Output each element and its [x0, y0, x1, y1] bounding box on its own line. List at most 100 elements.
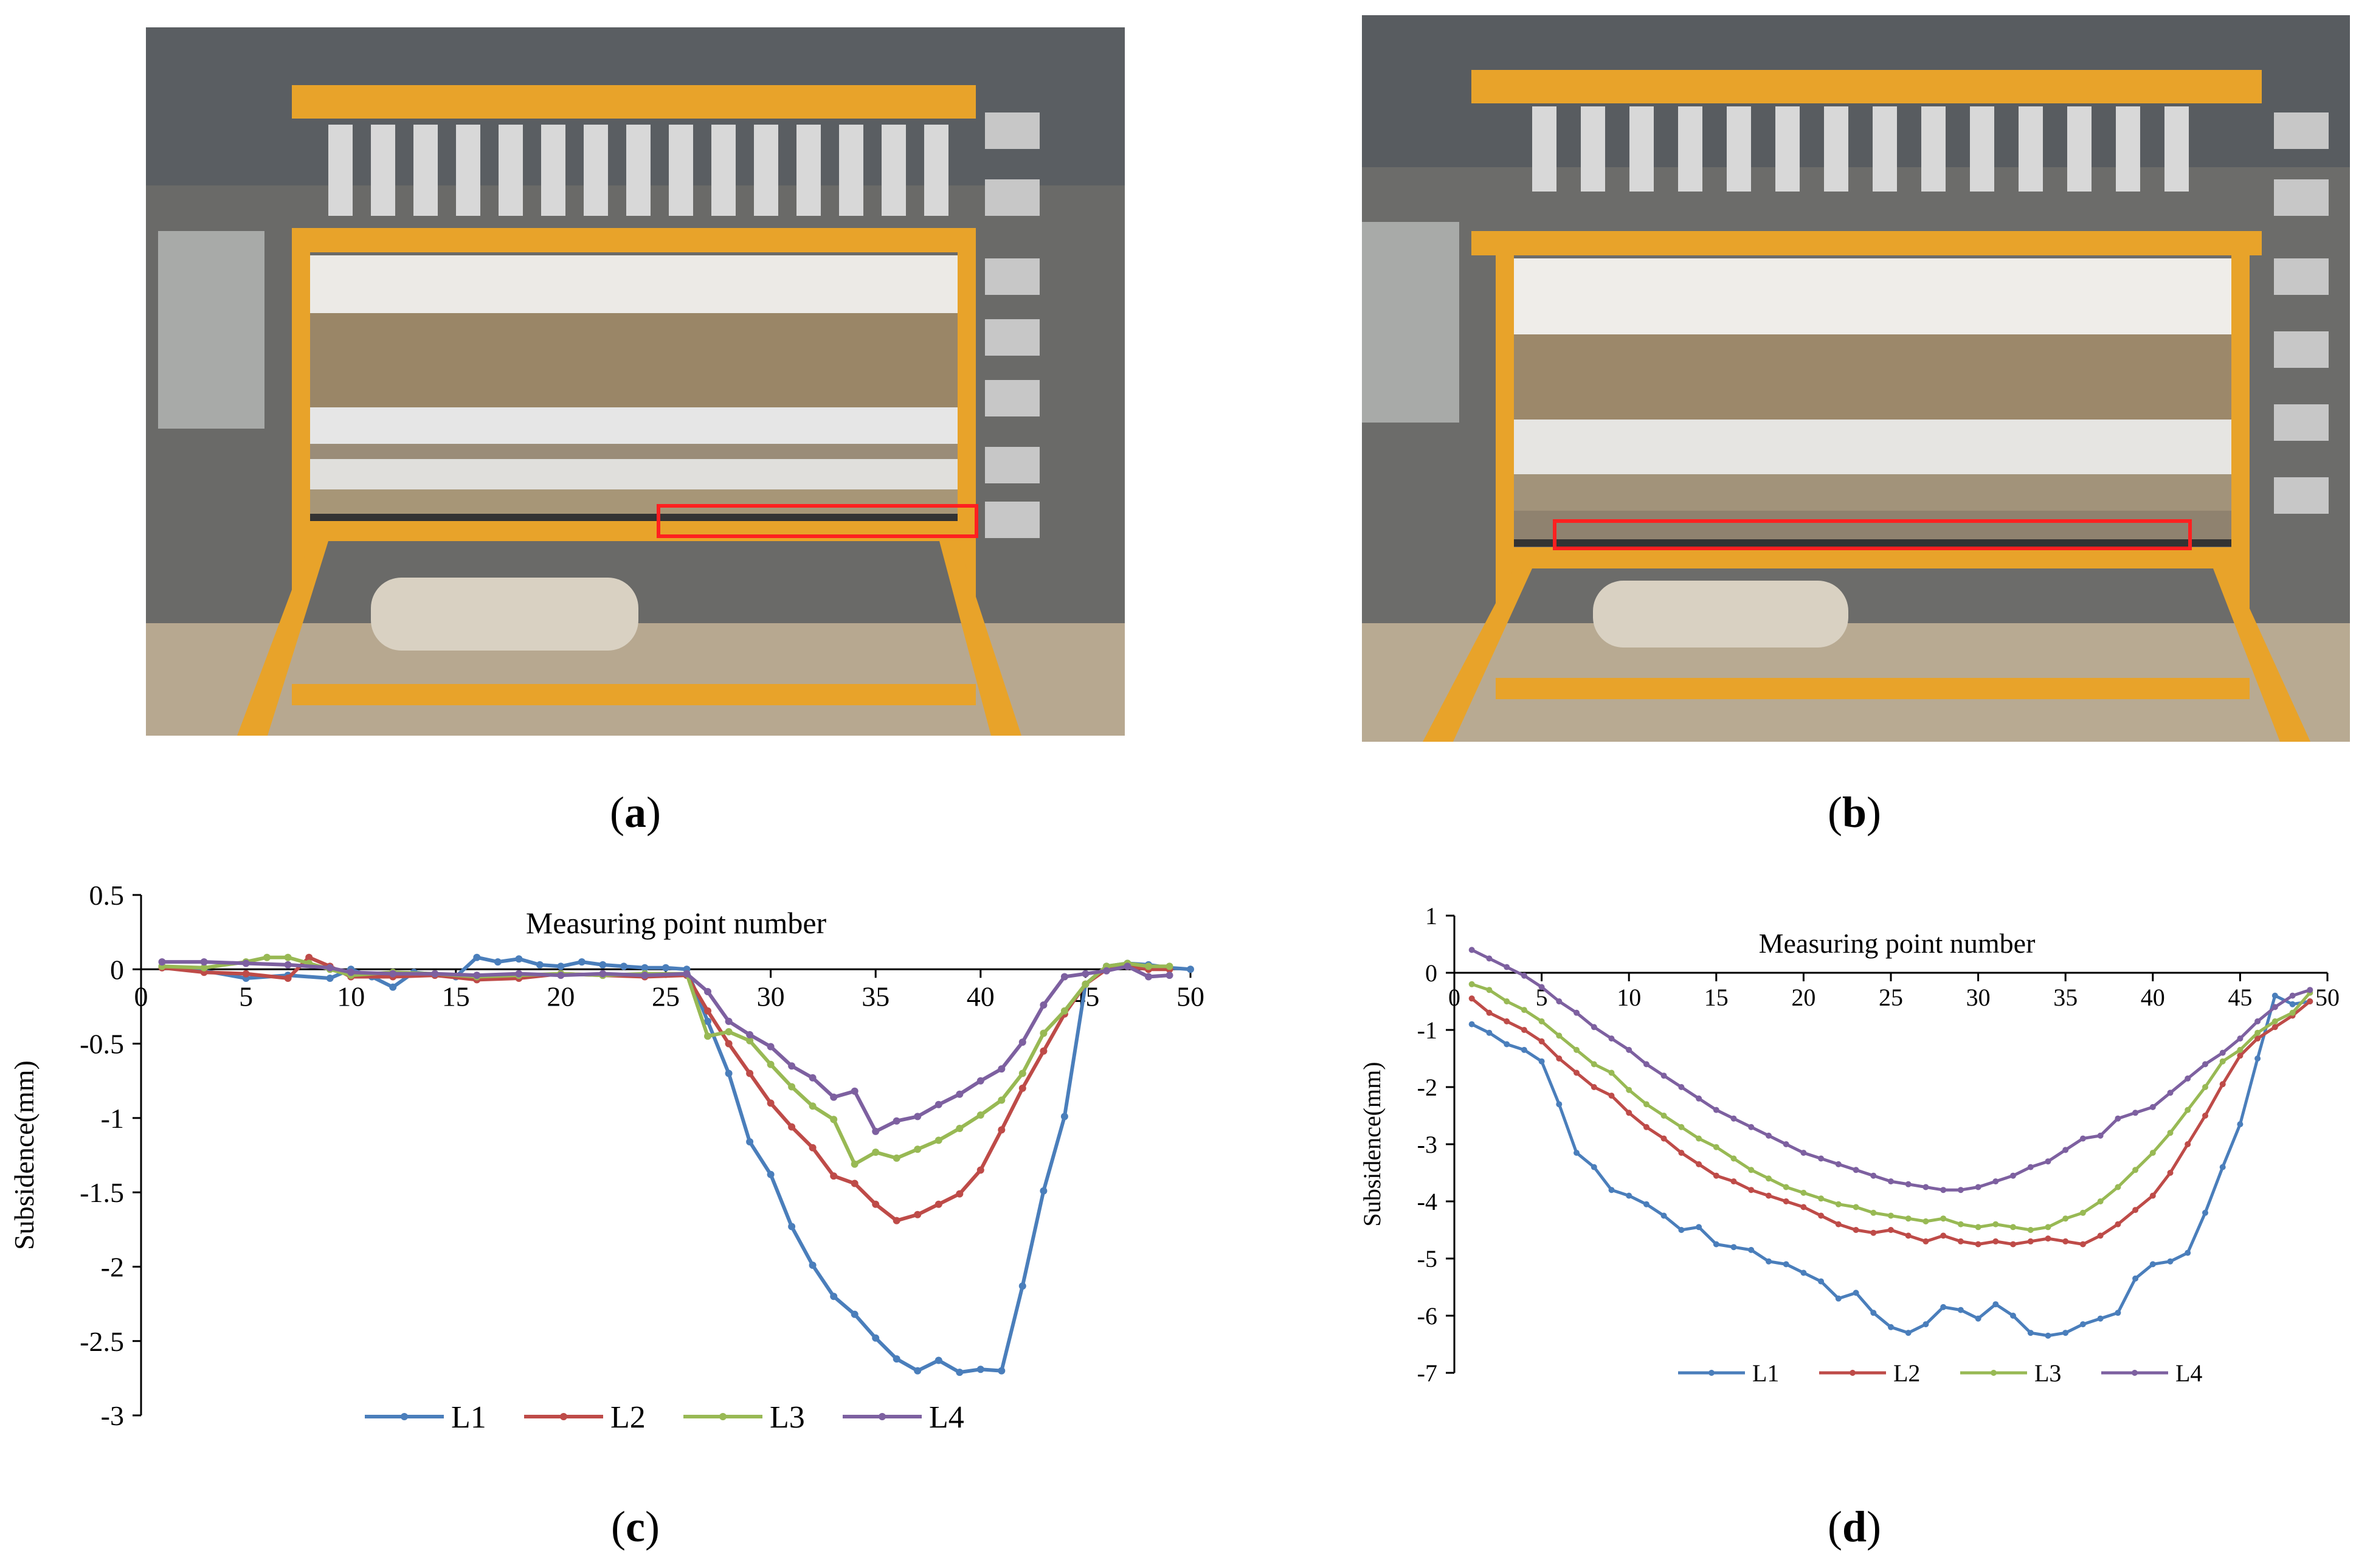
data-point-l4: [515, 970, 523, 978]
x-tick-label: 15: [442, 981, 470, 1012]
data-point-l1: [557, 962, 565, 970]
legend-label-l2: L2: [1893, 1359, 1920, 1387]
y-tick-label: -7: [1417, 1359, 1437, 1387]
x-tick-label: 0: [1448, 984, 1460, 1011]
data-point-l1: [1748, 1246, 1755, 1253]
y-axis-label: Subsidence(mm): [9, 1060, 40, 1250]
data-point-l3: [2149, 1150, 2156, 1156]
y-tick-label: -4: [1417, 1188, 1437, 1215]
data-point-l1: [515, 955, 523, 963]
data-point-l1: [934, 1356, 942, 1364]
data-point-l2: [1591, 1084, 1597, 1090]
legend-marker-l2: [1850, 1370, 1856, 1376]
data-point-l4: [788, 1062, 796, 1070]
data-point-l4: [431, 970, 439, 978]
data-point-l1: [1678, 1227, 1685, 1233]
data-point-l2: [1748, 1187, 1755, 1193]
data-point-l2: [305, 953, 313, 961]
data-point-l1: [2167, 1258, 2174, 1265]
data-point-l2: [1018, 1084, 1026, 1092]
data-point-l2: [976, 1166, 984, 1174]
data-point-l4: [872, 1127, 880, 1135]
data-point-l4: [2097, 1132, 2104, 1139]
data-point-l1: [1888, 1324, 1894, 1330]
y-tick-label: -0.5: [80, 1029, 124, 1060]
data-point-l4: [473, 972, 481, 979]
y-tick-label: -1: [101, 1103, 124, 1134]
data-point-l1: [2062, 1330, 2069, 1336]
data-point-l2: [1818, 1212, 1825, 1219]
data-point-l1: [1626, 1192, 1632, 1199]
panel-label-c: (c): [611, 1502, 660, 1551]
data-point-l3: [788, 1083, 796, 1091]
data-point-l4: [2289, 992, 2296, 999]
data-point-l2: [1992, 1238, 1999, 1245]
data-point-l1: [1591, 1164, 1597, 1170]
data-point-l4: [1730, 1115, 1737, 1122]
data-point-l4: [2307, 987, 2313, 993]
data-point-l2: [1730, 1178, 1737, 1185]
data-point-l1: [998, 1367, 1006, 1375]
data-point-l4: [1082, 970, 1090, 978]
data-point-l3: [2237, 1046, 2244, 1053]
y-tick-label: -1: [1417, 1017, 1437, 1044]
data-point-l3: [1800, 1189, 1807, 1196]
data-point-l1: [1766, 1258, 1772, 1265]
legend-marker-l4: [2132, 1370, 2138, 1376]
data-point-l2: [2185, 1141, 2191, 1147]
data-point-l3: [1713, 1144, 1719, 1150]
data-point-l1: [2237, 1121, 2244, 1128]
data-point-l3: [2202, 1084, 2208, 1090]
data-point-l4: [1940, 1187, 1947, 1193]
data-point-l4: [2132, 1110, 2139, 1116]
data-point-l4: [1660, 1072, 1667, 1079]
data-point-l3: [725, 1028, 733, 1035]
chart-title: Measuring point number: [1759, 928, 2036, 959]
data-point-l4: [1888, 1178, 1894, 1185]
x-tick-label: 20: [1791, 984, 1815, 1011]
data-point-l2: [956, 1190, 964, 1198]
data-point-l1: [1486, 1029, 1493, 1036]
chart-d: 10-1-2-3-4-5-6-70 5 10 15 20 25 30 35 40 45 50Meas…: [1358, 902, 2340, 1387]
data-point-l3: [284, 953, 292, 961]
data-point-l3: [1166, 962, 1173, 970]
data-point-l3: [2115, 1184, 2121, 1190]
data-point-l2: [2097, 1232, 2104, 1239]
x-tick-label: 10: [1617, 984, 1641, 1011]
data-point-l2: [2062, 1238, 2069, 1245]
data-point-l4: [242, 959, 250, 967]
data-point-l1: [1556, 1101, 1563, 1108]
data-point-l4: [1626, 1046, 1632, 1053]
data-point-l1: [704, 1017, 711, 1025]
data-point-l4: [2079, 1135, 2086, 1142]
x-tick-label: 35: [2053, 984, 2078, 1011]
data-point-l4: [934, 1100, 942, 1108]
data-point-l4: [557, 972, 565, 979]
data-point-l1: [1660, 1212, 1667, 1219]
data-point-l3: [200, 964, 208, 972]
data-point-l1: [914, 1367, 922, 1375]
data-point-l3: [1835, 1201, 1842, 1207]
data-point-l4: [1145, 973, 1152, 981]
data-point-l1: [2185, 1249, 2191, 1256]
data-point-l4: [2010, 1172, 2016, 1179]
data-point-l3: [1608, 1069, 1615, 1076]
data-point-l4: [1643, 1061, 1650, 1068]
data-point-l4: [830, 1093, 838, 1101]
data-point-l4: [1766, 1132, 1772, 1139]
data-point-l4: [2237, 1035, 2244, 1042]
y-tick-label: -3: [101, 1400, 124, 1431]
data-point-l1: [976, 1366, 984, 1373]
data-point-l3: [2045, 1224, 2051, 1231]
data-point-l2: [1957, 1238, 1964, 1245]
data-point-l3: [2185, 1107, 2191, 1113]
data-point-l2: [2271, 1024, 2278, 1031]
data-point-l4: [2271, 1004, 2278, 1010]
legend-marker-l1: [401, 1413, 408, 1420]
data-point-l3: [1626, 1086, 1632, 1093]
data-point-l2: [2219, 1081, 2226, 1088]
data-point-l4: [2254, 1018, 2261, 1024]
data-point-l2: [1660, 1135, 1667, 1142]
data-point-l3: [851, 1160, 858, 1168]
x-tick-label: 20: [547, 981, 575, 1012]
